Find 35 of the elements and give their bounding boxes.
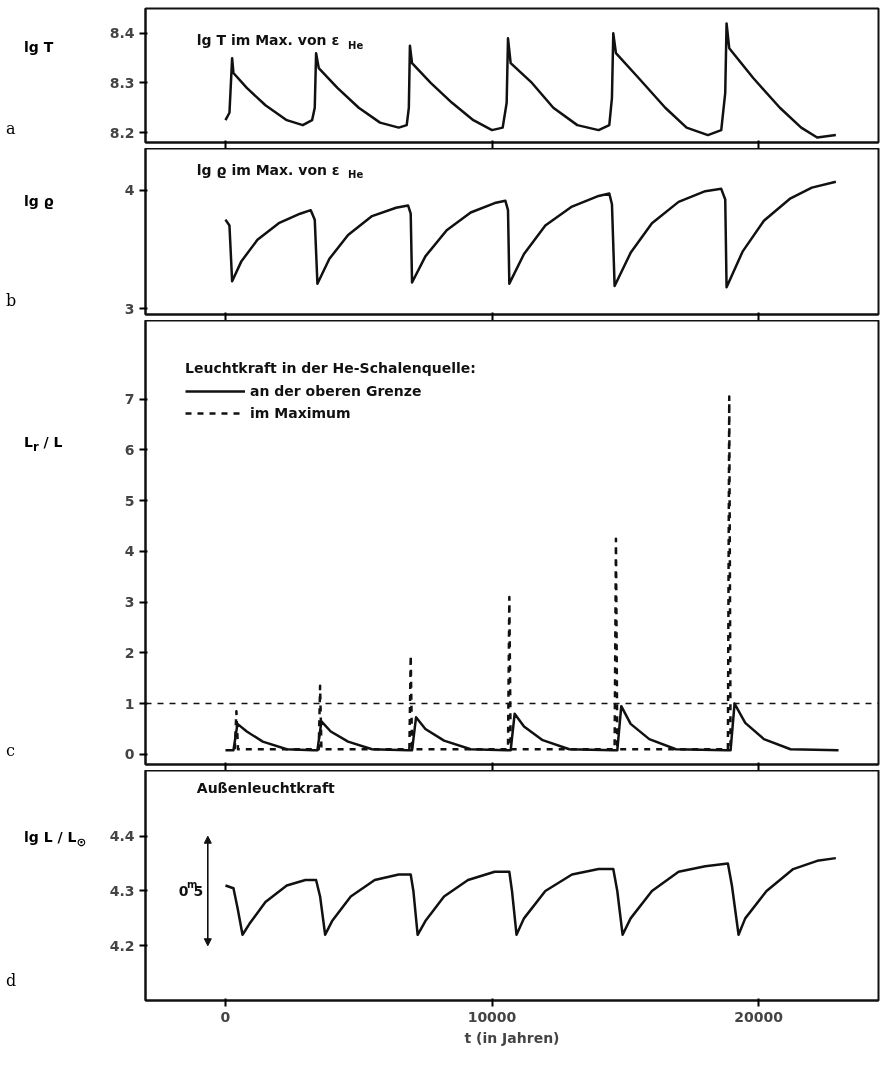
y-tick-label: 1 — [124, 695, 135, 712]
y-axis-title: lg T — [24, 38, 54, 57]
legend-label: im Maximum — [250, 405, 351, 421]
y-tick-label: 0 — [124, 746, 135, 763]
y-tick-label: 8.3 — [109, 74, 135, 91]
x-tick-label: 20000 — [734, 1008, 784, 1025]
y-tick-label: 5 — [124, 492, 135, 509]
line-series — [224, 180, 838, 289]
y-axis-title: lg L / L$_{⊙}$ — [24, 828, 87, 851]
y-tick-label: 4.2 — [109, 937, 135, 954]
legend-label: an der oberen Grenze — [250, 383, 422, 399]
y-tick-label: 6 — [124, 441, 135, 458]
text: d — [6, 970, 17, 992]
text: b — [6, 290, 17, 312]
y-tick-label: 3 — [124, 300, 135, 317]
y-tick-label: 8.2 — [109, 124, 135, 141]
y-tick-label: 4 — [124, 543, 135, 560]
legend-title: Leuchtkraft in der He-Schalenquelle: — [185, 360, 476, 376]
x-tick-label: 10000 — [467, 1008, 517, 1025]
line-series — [224, 856, 838, 937]
y-axis-title: L$_{r}$ / L — [24, 433, 63, 456]
x-tick-label: 0 — [220, 1008, 231, 1025]
y-axis-title: lg ϱ — [24, 192, 54, 211]
y-tick-label: 2 — [124, 644, 135, 661]
y-tick-label: 4.3 — [109, 882, 135, 899]
y-tick-label: 3 — [124, 594, 135, 611]
text: a — [6, 118, 16, 140]
y-tick-label: 4 — [124, 182, 135, 198]
y-tick-label: 8.4 — [109, 25, 135, 42]
y-tick-label: 7 — [124, 391, 135, 408]
text: Außenleuchtkraft — [196, 779, 336, 796]
x-axis-title: t (in Jahren) — [464, 1029, 560, 1046]
line-series — [224, 22, 838, 139]
y-tick-label: 4.4 — [109, 828, 135, 845]
text: c — [6, 740, 15, 762]
